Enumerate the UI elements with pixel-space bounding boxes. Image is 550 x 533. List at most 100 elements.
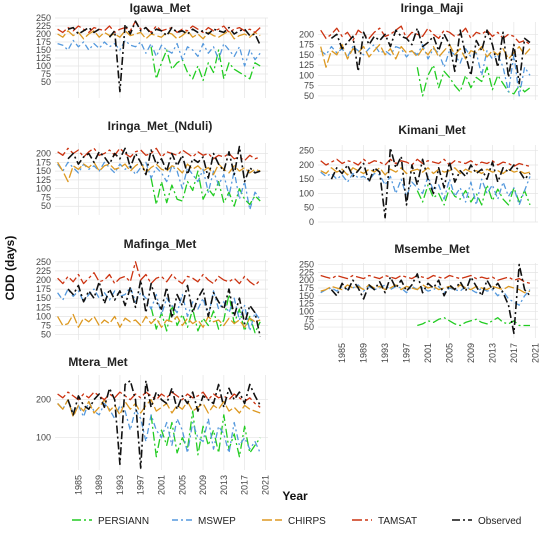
series-line-tamsat [320, 158, 531, 168]
x-axis-label: Year [282, 489, 308, 503]
panel-title: Kimani_Met [398, 123, 465, 137]
y-tick-label: 75 [304, 81, 314, 91]
series-line-tamsat [320, 25, 531, 46]
series-line-chirps [57, 313, 261, 328]
series-line-mswep [57, 286, 261, 332]
y-tick-label: 50 [41, 201, 51, 211]
series-line-mswep [320, 171, 531, 206]
y-tick-label: 50 [304, 91, 314, 101]
y-tick-label: 100 [299, 306, 314, 316]
panel-title: Mafinga_Met [124, 237, 197, 251]
y-tick-label: 125 [299, 299, 314, 309]
series-line-tamsat [57, 20, 261, 34]
series-line-observed [67, 20, 261, 93]
y-tick-label: 200 [299, 275, 314, 285]
series-line-observed [330, 27, 531, 85]
panel-title: Iringa_Met_(Nduli) [108, 119, 213, 133]
y-tick-label: 100 [36, 433, 51, 443]
y-tick-label: 250 [36, 13, 51, 23]
y-tick-label: 75 [304, 314, 314, 324]
y-tick-label: 225 [36, 21, 51, 31]
series-line-persiann [416, 64, 531, 97]
series-line-mswep [57, 399, 261, 454]
y-tick-label: 225 [36, 266, 51, 276]
x-tick-label: 2017 [240, 475, 250, 495]
x-tick-label: 1985 [73, 475, 83, 495]
panel-title: Iringa_Maji [401, 1, 464, 15]
legend-label: MSWEP [198, 516, 236, 527]
y-tick-label: 250 [299, 260, 314, 270]
y-tick-label: 200 [36, 395, 51, 405]
legend-label: CHIRPS [288, 516, 326, 527]
y-tick-label: 175 [36, 284, 51, 294]
x-tick-label: 1993 [380, 343, 390, 363]
series-line-persiann [150, 170, 261, 207]
chart-panel: Mtera_Met 100 200 1985 1989 1993 1997 2001 2005 2… [36, 355, 270, 495]
y-tick-label: 150 [299, 50, 314, 60]
panel-title: Msembe_Met [394, 242, 469, 256]
y-tick-label: 50 [41, 330, 51, 340]
series-line-chirps [57, 161, 261, 183]
y-tick-label: 75 [41, 69, 51, 79]
y-tick-label: 250 [299, 146, 314, 156]
series-line-observed [67, 279, 261, 337]
y-axis-label: CDD (days) [3, 236, 17, 301]
y-tick-label: 50 [41, 77, 51, 87]
series-line-tamsat [57, 147, 261, 162]
x-tick-label: 2013 [219, 475, 229, 495]
x-tick-label: 2005 [177, 475, 187, 495]
series-line-mswep [57, 39, 261, 67]
y-tick-label: 125 [299, 60, 314, 70]
series-line-persiann [416, 184, 531, 206]
y-tick-label: 150 [299, 174, 314, 184]
y-tick-label: 125 [36, 175, 51, 185]
y-tick-label: 175 [36, 157, 51, 167]
series-line-observed [330, 147, 531, 219]
panel-title: Igawa_Met [130, 1, 191, 15]
x-tick-label: 2017 [509, 343, 519, 363]
series-line-chirps [320, 284, 531, 294]
y-tick-label: 100 [299, 70, 314, 80]
y-tick-label: 200 [36, 149, 51, 159]
legend-label: Observed [478, 516, 521, 527]
panels: Igawa_Met5075100125150175200225250Iringa… [36, 1, 540, 495]
x-tick-label: 2009 [198, 475, 208, 495]
legend-label: TAMSAT [378, 516, 417, 527]
y-tick-label: 50 [304, 203, 314, 213]
series-line-observed [67, 145, 261, 183]
x-tick-label: 1997 [136, 475, 146, 495]
panel-title: Mtera_Met [68, 355, 127, 369]
y-tick-label: 225 [299, 267, 314, 277]
y-tick-label: 150 [36, 293, 51, 303]
x-tick-label: 1989 [359, 343, 369, 363]
series-line-mswep [57, 161, 261, 211]
y-tick-label: 100 [36, 311, 51, 321]
legend: PERSIANN MSWEP CHIRPS TAMSAT Observed [72, 516, 521, 527]
x-tick-label: 2021 [530, 343, 540, 363]
y-tick-label: 125 [36, 53, 51, 63]
chart-panel: Kimani_Met 0 50 100 150 200 250 [299, 123, 538, 227]
y-tick-label: 200 [36, 29, 51, 39]
y-tick-label: 200 [299, 160, 314, 170]
x-tick-label: 2005 [444, 343, 454, 363]
x-tick-label: 2009 [466, 343, 476, 363]
series-line-persiann [150, 46, 261, 82]
y-tick-label: 175 [299, 40, 314, 50]
legend-label: PERSIANN [98, 516, 149, 527]
x-tick-label: 2001 [157, 475, 167, 495]
series-line-tamsat [57, 261, 261, 287]
x-tick-label: 1997 [402, 343, 412, 363]
y-tick-label: 75 [41, 320, 51, 330]
series-line-observed [67, 379, 261, 469]
y-tick-label: 200 [36, 275, 51, 285]
y-tick-label: 125 [36, 302, 51, 312]
y-tick-label: 200 [299, 29, 314, 39]
series-line-chirps [57, 399, 261, 418]
x-tick-label: 2021 [260, 475, 270, 495]
x-tick-label: 2001 [423, 343, 433, 363]
